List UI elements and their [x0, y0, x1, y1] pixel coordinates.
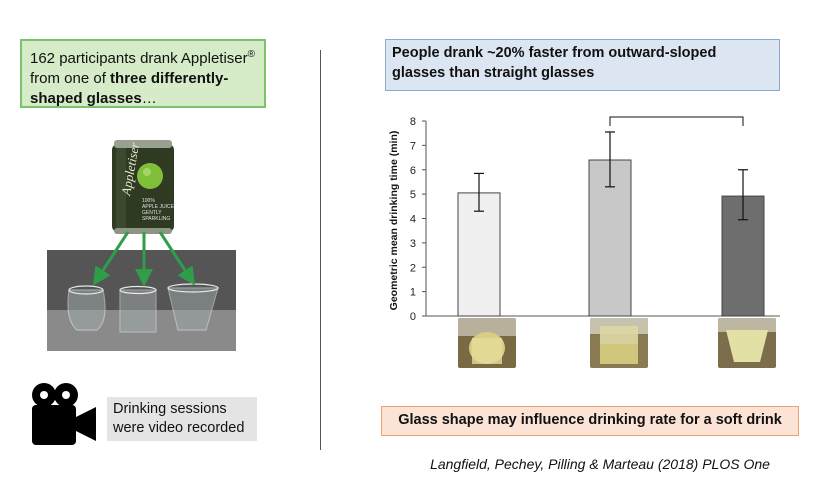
straight-glass-thumbnail [458, 318, 516, 368]
sloped-glass-thumbnail [718, 318, 776, 368]
y-axis-label: Geometric mean drinking time (min) [388, 131, 400, 311]
video-note-line2: were video recorded [113, 420, 245, 436]
divider [320, 50, 321, 450]
rounded-glass-thumbnail [590, 318, 648, 368]
can-text-1: 100% [142, 198, 155, 204]
y-tick-label: 6 [410, 165, 416, 177]
headline: People drank ~20% faster from outward-sl… [385, 39, 780, 91]
registered-mark: ® [247, 49, 256, 60]
appletiser-can: Appletiser 100% APPLE JUICE GENTLY SPARK… [112, 140, 175, 234]
video-note-line1: Drinking sessions [113, 401, 227, 417]
y-tick-label: 2 [410, 262, 416, 274]
y-tick-label: 3 [410, 238, 416, 250]
video-camera-icon [32, 383, 96, 445]
bar-1 [457, 192, 501, 317]
citation: Langfield, Pechey, Pilling & Marteau (20… [430, 456, 770, 472]
intro-box: 162 participants drank Appletiser® from … [20, 39, 266, 108]
intro-ellipsis: … [141, 90, 157, 107]
can-text-2: APPLE JUICE [142, 204, 175, 210]
intro-line1: 162 participants drank Appletiser [30, 50, 248, 67]
intro-line2: from one of [30, 70, 111, 87]
drinking-time-chart: 0 1 2 3 4 5 6 7 8 Geometric mean drinking time (m… [388, 104, 780, 323]
y-tick-label: 4 [410, 214, 416, 226]
y-tick-label: 7 [410, 140, 416, 152]
y-tick-label: 8 [410, 116, 416, 128]
y-tick-label: 5 [410, 189, 416, 201]
video-note: Drinking sessions were video recorded [107, 397, 257, 441]
bar-2 [588, 159, 632, 317]
can-text-3: GENTLY [142, 210, 162, 216]
conclusion: Glass shape may influence drinking rate … [381, 406, 799, 436]
glasses-photo [47, 250, 236, 351]
y-tick-label: 0 [410, 311, 416, 323]
y-tick-label: 1 [410, 287, 416, 299]
significance-label: * [674, 104, 680, 110]
significance-bracket [609, 116, 744, 126]
can-to-glasses-arrows [93, 231, 195, 287]
can-text-4: SPARKLING [142, 216, 170, 222]
intro-bold: three differently-shaped glasses [30, 70, 229, 107]
